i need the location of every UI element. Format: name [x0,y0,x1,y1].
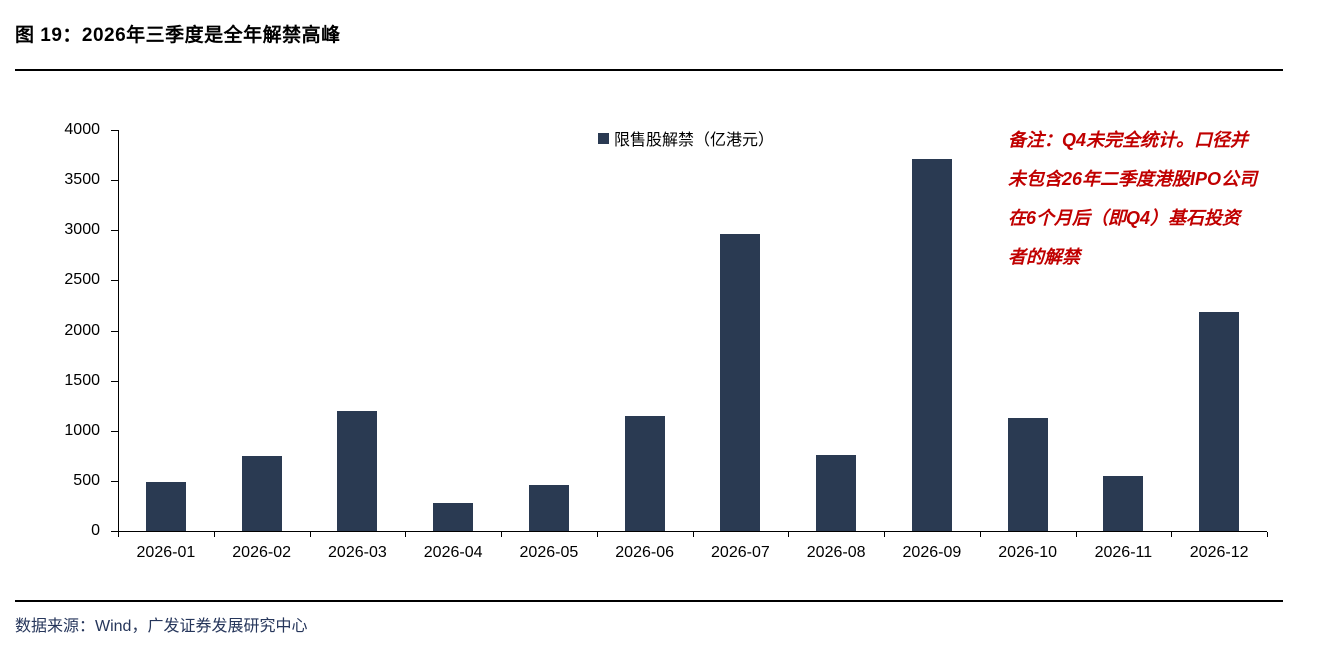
x-axis-tick [596,532,598,537]
x-axis-tick [692,532,694,537]
y-axis-tick [111,330,118,332]
y-axis-tick [111,180,118,182]
x-axis-tick [788,532,790,537]
x-axis-tick [501,532,502,537]
x-axis-tick [213,532,215,537]
x-axis-label: 2026-02 [232,544,291,561]
note-line: 备注：Q4未完全统计。口径并 [1008,130,1249,150]
bar-2026-11 [1103,475,1144,531]
bar-2026-09 [911,159,952,531]
y-axis-tick [111,430,118,432]
note-line: 在6个月后（即Q4）基石投资 [1008,208,1241,228]
x-axis-label: 2026-09 [902,544,962,561]
y-axis-tick [111,130,118,131]
y-axis-tick [111,480,118,482]
y-axis-tick-label: 2500 [64,271,100,289]
x-axis-tick [1075,532,1077,537]
footer-divider-line [15,600,1283,602]
y-axis-tick-label: 3000 [64,221,100,239]
x-axis-tick [309,532,311,537]
y-axis-line [118,130,119,532]
bar-2026-01 [145,481,186,531]
x-axis-label: 2026-11 [1094,544,1153,561]
note-line: 未包含26年二季度港股IPO公司 [1008,169,1258,189]
x-axis-label: 2026-01 [136,544,196,561]
bar-2026-03 [337,410,378,531]
x-axis-label: 2026-07 [711,544,770,561]
bar-2026-04 [433,502,474,531]
x-axis-label: 2026-10 [998,544,1057,561]
x-axis-tick [1267,532,1268,537]
x-axis-tick [405,532,407,537]
chart-legend: 限售股解禁（亿港元） [598,126,774,150]
y-axis-tick-label: 1000 [64,421,100,439]
bar-2026-07 [720,234,761,531]
title-divider-line [15,69,1283,71]
y-axis-tick [111,531,118,532]
y-axis-tick [111,280,118,282]
y-axis-tick-label: 4000 [64,121,100,138]
y-axis-tick-label: 1500 [64,371,100,389]
x-axis-label: 2026-08 [806,544,866,561]
data-source-text: 数据来源：Wind，广发证券发展研究中心 [15,618,308,635]
y-axis-tick-label: 0 [91,522,100,539]
bar-2026-02 [241,455,282,531]
square-swatch-icon [598,132,609,144]
x-axis-label: 2026-05 [519,544,579,561]
bar-2026-06 [624,415,665,531]
y-axis-tick [111,380,118,382]
note-line: 者的解禁 [1008,247,1080,267]
x-axis-tick [979,532,981,537]
bar-2026-08 [816,454,857,531]
x-axis-label: 2026-03 [328,544,387,561]
x-axis-tick [1171,532,1173,537]
bar-2026-10 [1007,417,1048,531]
x-axis-label: 2026-06 [615,544,674,561]
chart-annotation-note: 备注：Q4未完全统计。口径并 未包含26年二季度港股IPO公司 在6个月后（即Q4）… [1008,121,1308,277]
x-axis-label: 2026-04 [423,544,483,561]
y-axis-tick-label: 2000 [64,321,100,339]
y-axis-tick-label: 500 [73,471,100,489]
legend-label: 限售股解禁（亿港元） [614,132,775,149]
bar-2026-05 [528,484,569,531]
x-axis-tick [884,532,885,537]
x-axis-label: 2026-12 [1189,544,1249,561]
bar-2026-12 [1199,312,1240,531]
y-axis-tick-label: 3500 [64,171,100,189]
x-axis-tick [118,532,119,537]
x-axis-line [118,531,1267,532]
figure-title: 图 19：2026年三季度是全年解禁高峰 [15,25,341,46]
y-axis-tick [111,230,118,232]
